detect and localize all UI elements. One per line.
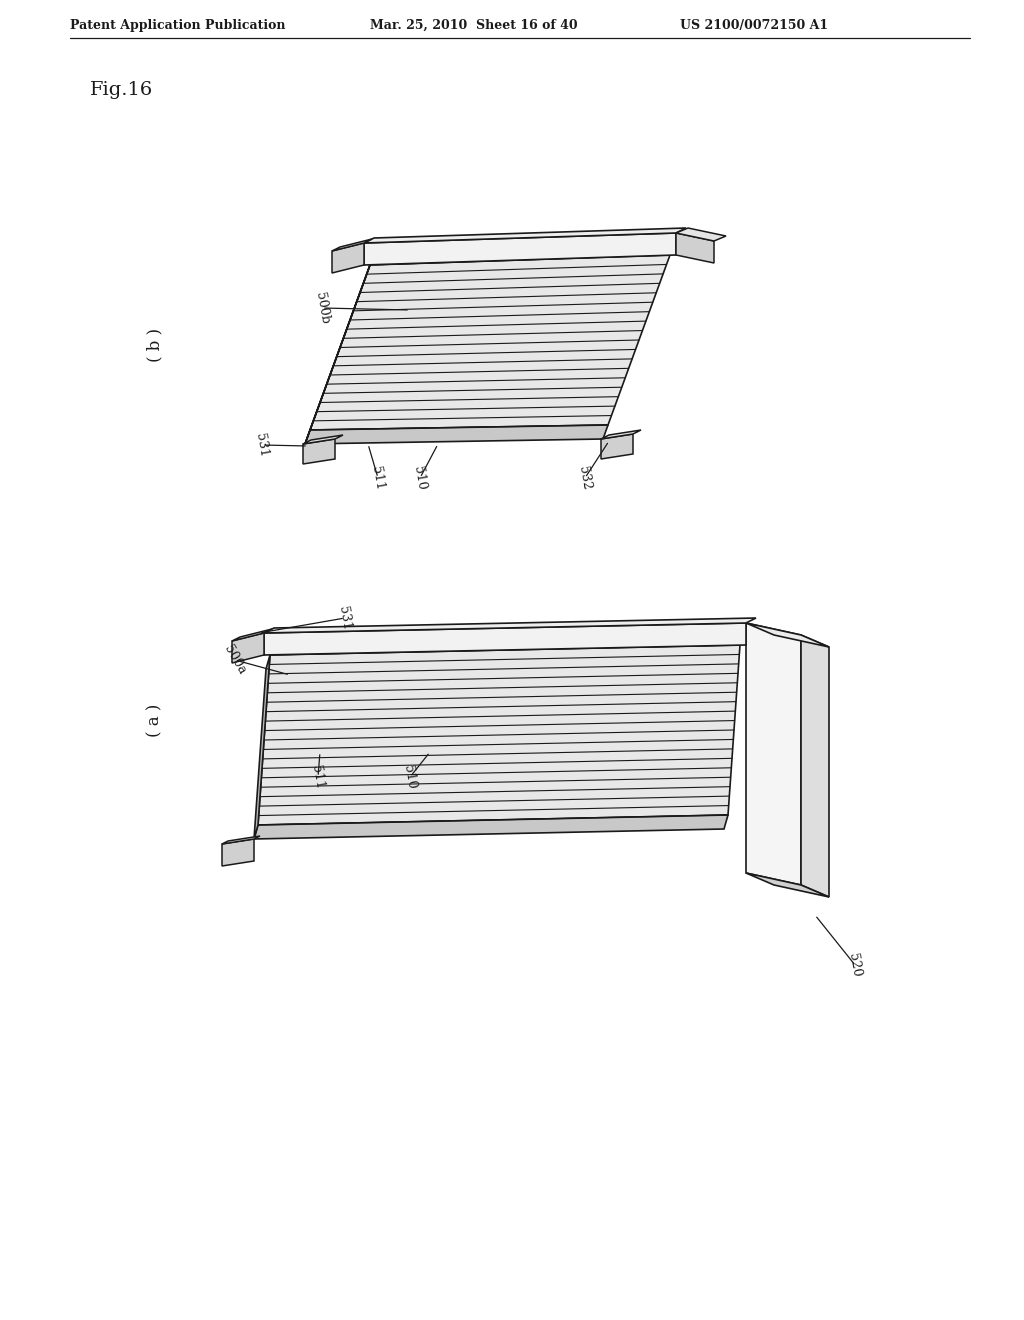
Polygon shape [232, 630, 272, 642]
Polygon shape [254, 814, 728, 840]
Text: 520: 520 [847, 952, 863, 978]
Text: Mar. 25, 2010  Sheet 16 of 40: Mar. 25, 2010 Sheet 16 of 40 [370, 18, 578, 32]
Polygon shape [676, 228, 726, 242]
Text: Fig.16: Fig.16 [90, 81, 154, 99]
Polygon shape [232, 634, 264, 663]
Polygon shape [264, 623, 746, 655]
Polygon shape [332, 243, 364, 273]
Polygon shape [264, 618, 756, 634]
Text: ( a ): ( a ) [146, 704, 164, 737]
Text: US 2100/0072150 A1: US 2100/0072150 A1 [680, 18, 828, 32]
Polygon shape [364, 228, 686, 243]
Text: 500b: 500b [312, 292, 331, 325]
Text: Patent Application Publication: Patent Application Publication [70, 18, 286, 32]
Polygon shape [254, 655, 270, 840]
Polygon shape [746, 873, 829, 898]
Text: 510: 510 [401, 764, 419, 789]
Polygon shape [305, 425, 608, 444]
Text: 510: 510 [412, 465, 428, 491]
Text: 531: 531 [254, 432, 270, 458]
Text: 500a: 500a [221, 643, 249, 677]
Polygon shape [303, 436, 343, 444]
Polygon shape [258, 645, 740, 825]
Polygon shape [222, 840, 254, 866]
Text: 532: 532 [577, 465, 594, 491]
Polygon shape [305, 265, 370, 444]
Polygon shape [310, 255, 670, 430]
Text: 531: 531 [337, 605, 353, 631]
Text: 511: 511 [370, 465, 386, 491]
Polygon shape [601, 430, 641, 440]
Polygon shape [222, 836, 260, 843]
Polygon shape [303, 440, 335, 465]
Polygon shape [746, 623, 829, 647]
Polygon shape [364, 234, 676, 265]
Polygon shape [676, 234, 714, 263]
Polygon shape [332, 239, 372, 251]
Polygon shape [801, 635, 829, 898]
Text: ( b ): ( b ) [146, 327, 164, 362]
Polygon shape [601, 434, 633, 459]
Polygon shape [746, 623, 801, 884]
Text: 511: 511 [309, 764, 327, 789]
